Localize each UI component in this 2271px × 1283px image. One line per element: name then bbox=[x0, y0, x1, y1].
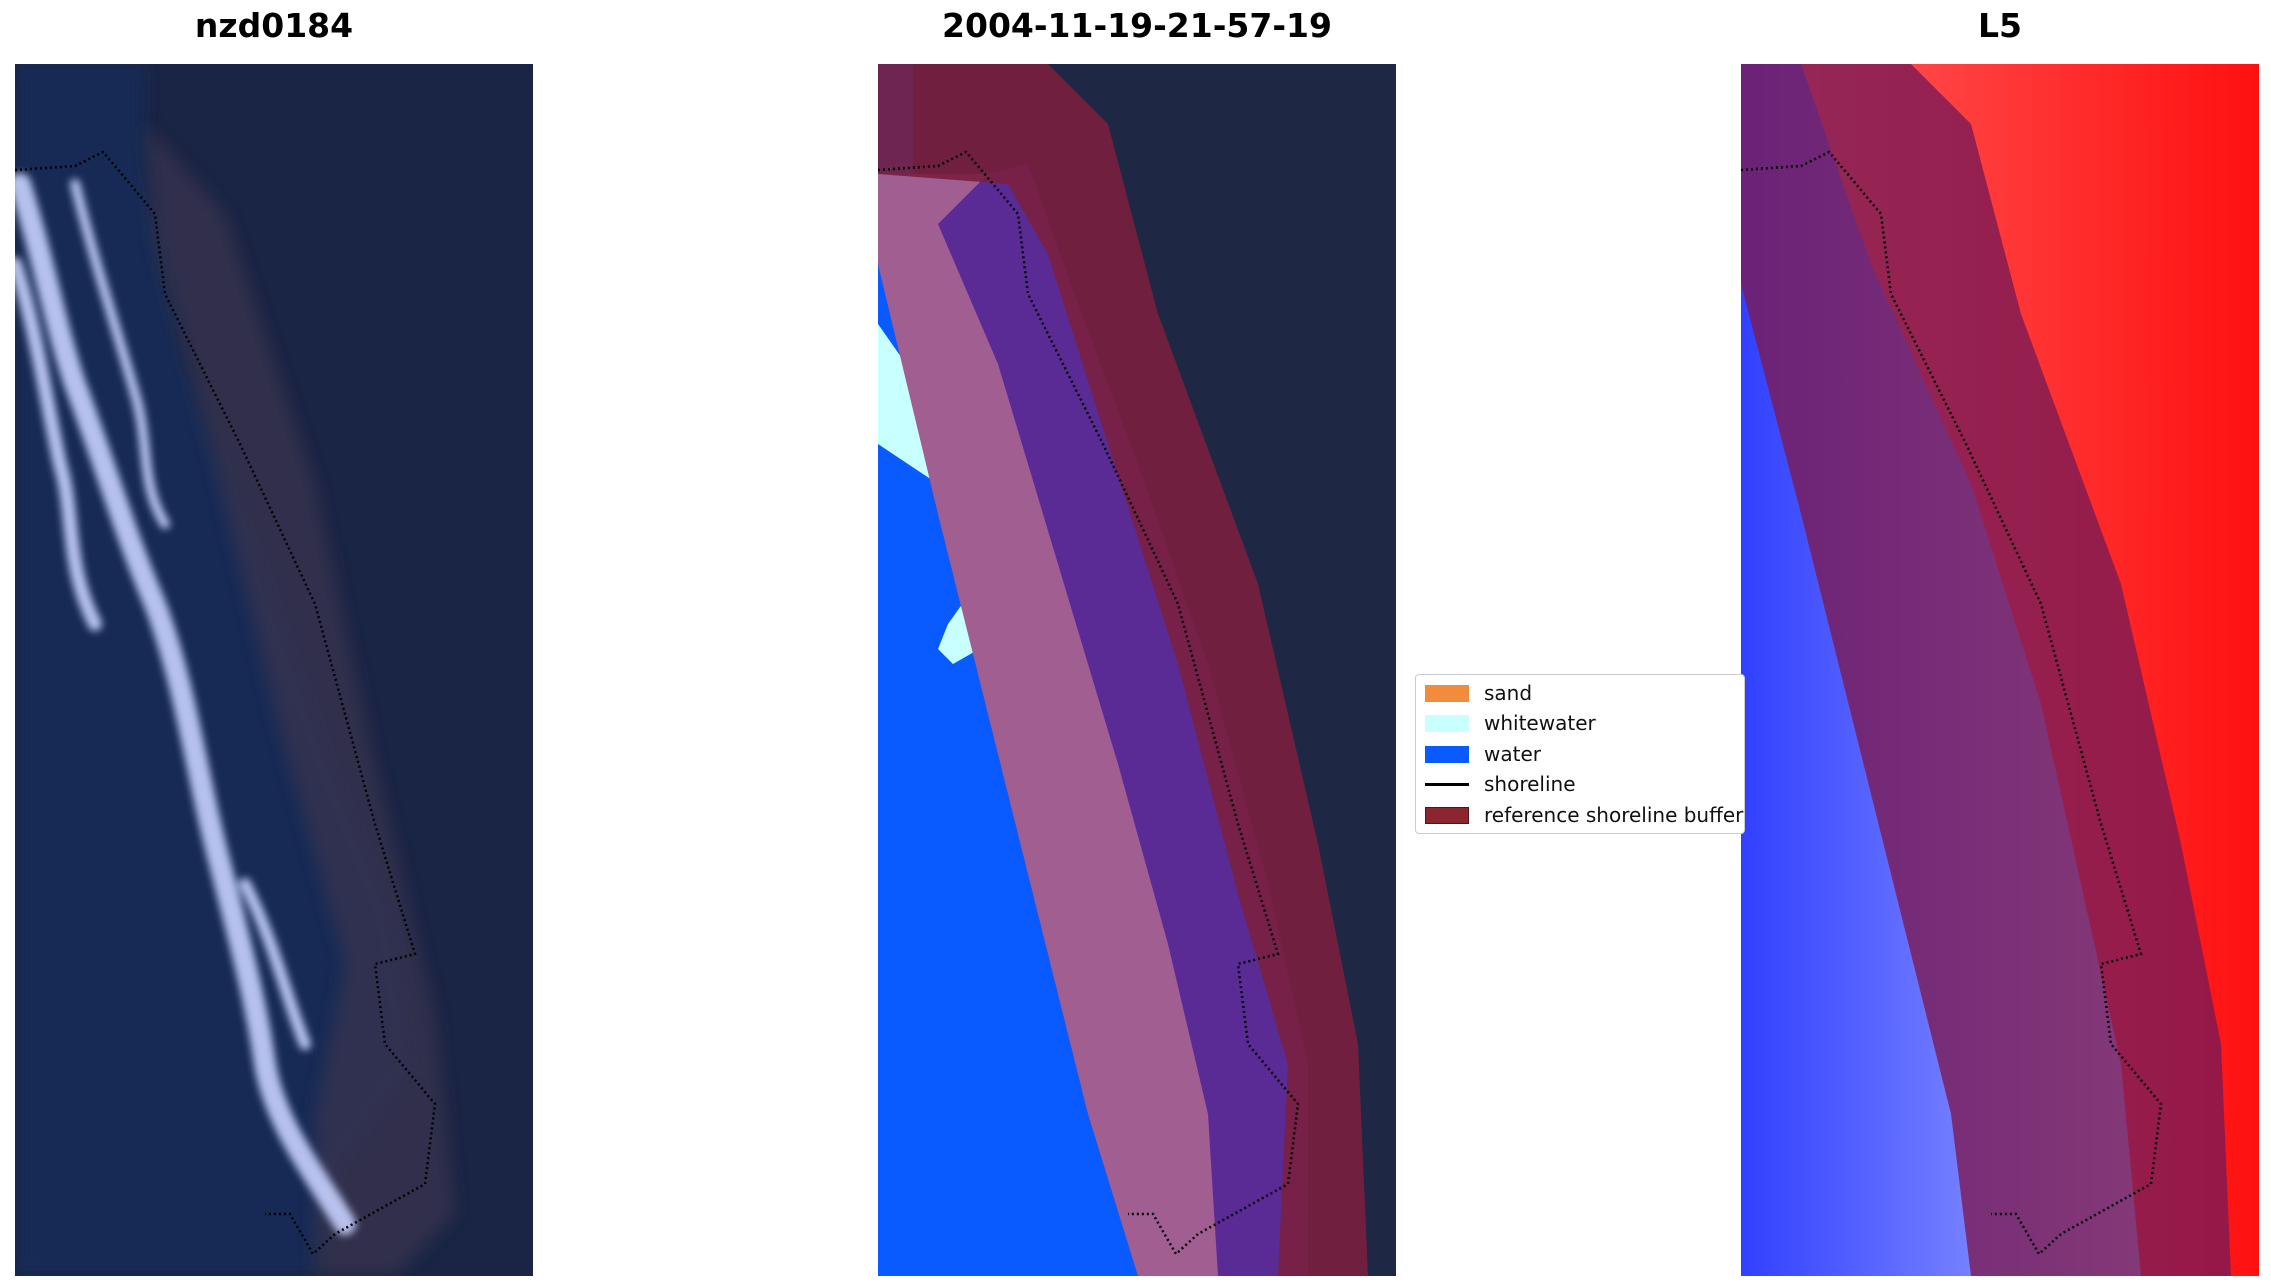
classified-image-panel bbox=[878, 64, 1396, 1276]
index-image-panel bbox=[1741, 64, 2259, 1276]
legend-swatch-whitewater bbox=[1425, 714, 1469, 732]
legend-label: shoreline bbox=[1484, 772, 1576, 796]
classified-image bbox=[878, 64, 1396, 1276]
legend-item-shoreline: shoreline bbox=[1425, 771, 1576, 797]
panel-title-classified: 2004-11-19-21-57-19 bbox=[942, 6, 1332, 45]
index-image bbox=[1741, 64, 2259, 1276]
panel-title-rgb: nzd0184 bbox=[194, 6, 354, 45]
legend-swatch-reference-buffer bbox=[1425, 806, 1469, 824]
panel-title-index: L5 bbox=[1978, 6, 2022, 45]
legend-item-whitewater: whitewater bbox=[1425, 710, 1596, 736]
legend-label: whitewater bbox=[1484, 711, 1596, 735]
legend-swatch-shoreline bbox=[1425, 782, 1469, 786]
legend-label: sand bbox=[1484, 681, 1533, 705]
legend-item-water: water bbox=[1425, 741, 1541, 767]
rgb-image-panel bbox=[15, 64, 533, 1276]
legend-swatch-water bbox=[1425, 745, 1469, 763]
legend-item-reference-buffer: reference shoreline buffer bbox=[1425, 802, 1743, 828]
legend-label: water bbox=[1484, 742, 1541, 766]
rgb-satellite-image bbox=[15, 64, 533, 1276]
legend-label: reference shoreline buffer bbox=[1484, 803, 1744, 827]
legend: sand whitewater water shoreline referenc… bbox=[1415, 674, 1745, 834]
legend-swatch-sand bbox=[1425, 684, 1469, 702]
legend-item-sand: sand bbox=[1425, 680, 1532, 706]
